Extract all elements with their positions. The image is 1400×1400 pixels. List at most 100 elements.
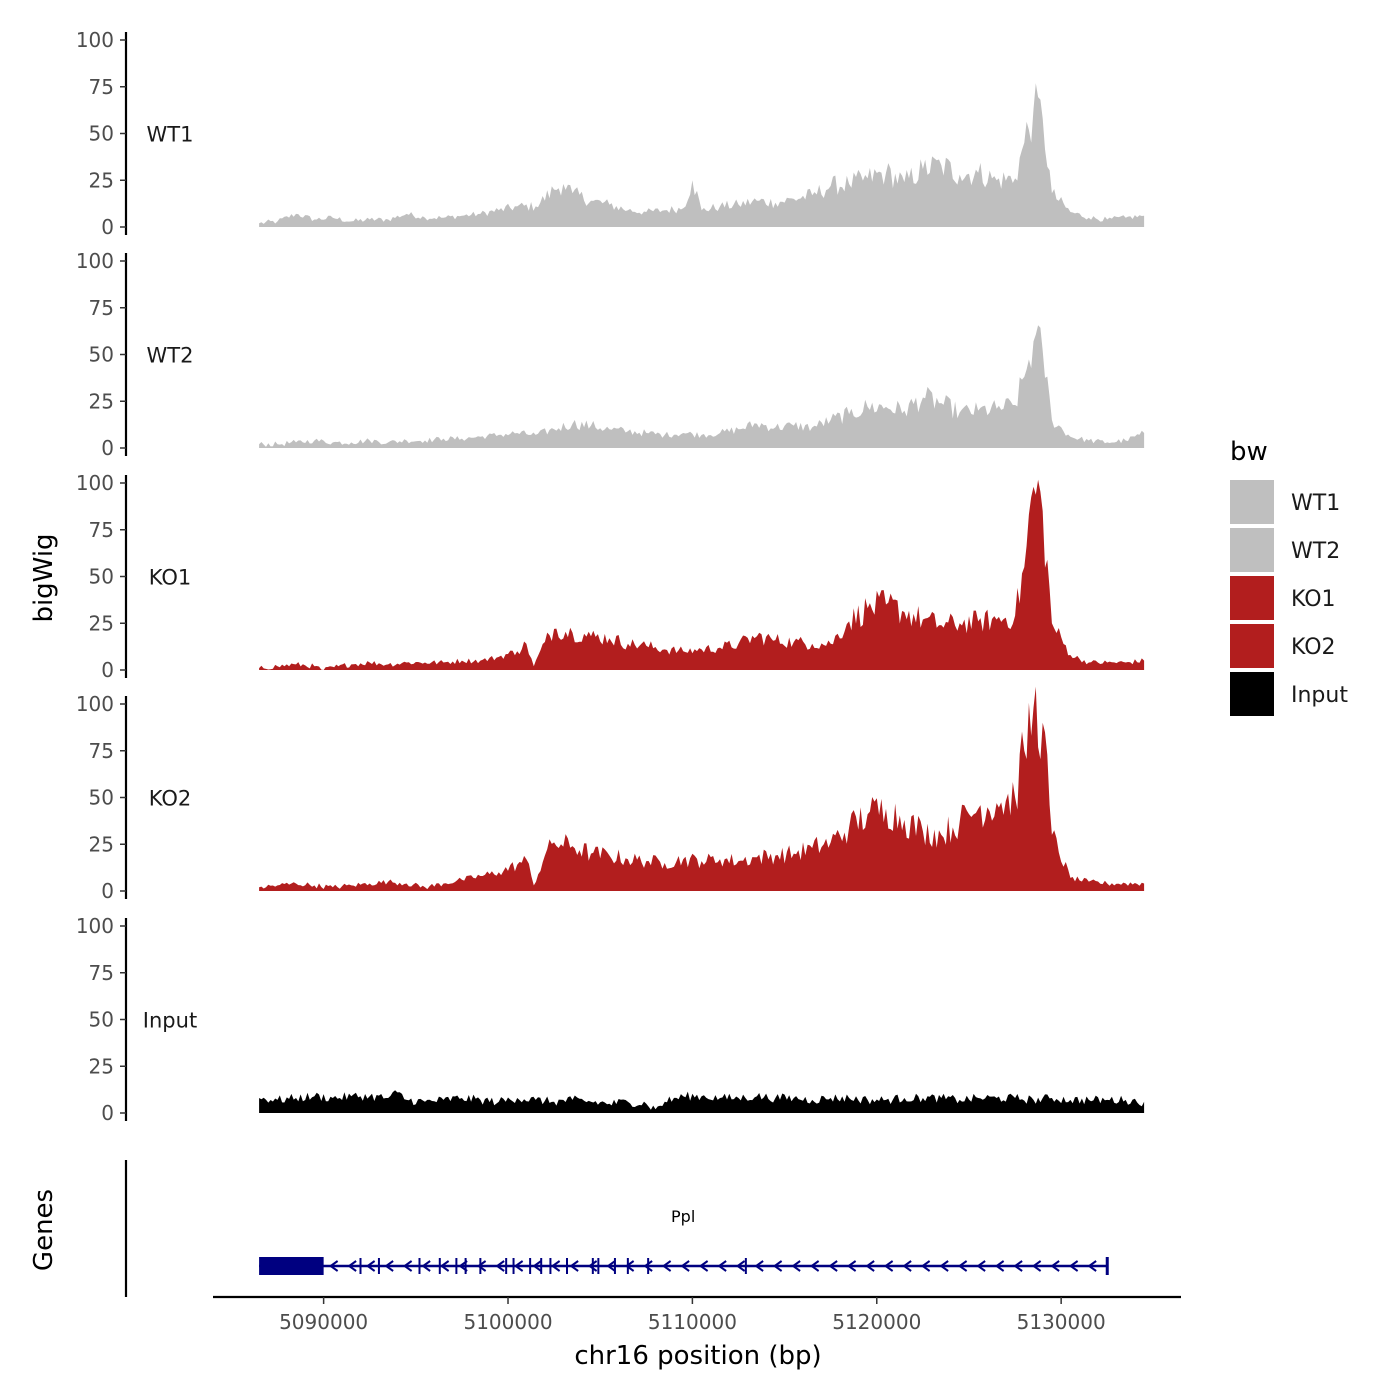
gene-name-label: Ppl <box>671 1207 695 1226</box>
coverage-area-ko2 <box>259 686 1145 891</box>
track-panel-wt2: 0 25 50 75 100 WT2 <box>76 249 1145 460</box>
strand-chevron <box>809 1260 820 1272</box>
strand-chevron <box>957 1260 968 1272</box>
x-tick-label: 5100000 <box>463 1310 552 1334</box>
y-tick-label: 25 <box>89 611 114 635</box>
y-tick-label: 0 <box>101 658 114 682</box>
coverage-area-input <box>259 1090 1145 1113</box>
legend-key-ko1 <box>1230 576 1274 620</box>
y-tick-label: 100 <box>76 249 114 273</box>
y-tick-label: 50 <box>89 122 114 146</box>
strand-chevron <box>1087 1260 1097 1272</box>
y-tick-label: 50 <box>89 1008 114 1032</box>
strand-chevron <box>902 1260 912 1272</box>
strand-chevron <box>920 1260 931 1272</box>
legend-label: WT2 <box>1291 539 1340 564</box>
gene-utr-exon <box>259 1257 324 1275</box>
strand-chevron <box>495 1260 505 1272</box>
track-panel-input: 0 25 50 75 100 Input <box>76 914 1145 1125</box>
y-tick-label: 0 <box>101 1101 114 1125</box>
x-tick-label: 5120000 <box>832 1310 921 1334</box>
strand-chevron <box>606 1260 616 1272</box>
strand-chevron <box>643 1260 653 1272</box>
legend-key-input <box>1230 672 1274 716</box>
strand-chevron <box>698 1260 709 1272</box>
y-tick-label: 25 <box>89 832 114 856</box>
y-tick-label: 75 <box>89 739 114 763</box>
y-tick-label: 50 <box>89 343 114 367</box>
legend-label: Input <box>1291 683 1348 708</box>
signal-tracks: 0 25 50 75 100 WT1 0 25 50 75 100 WT2 0 25 50 75 100 KO1 0… <box>76 28 1145 1125</box>
y-tick-label: 100 <box>76 28 114 52</box>
y-tick-label: 100 <box>76 471 114 495</box>
strand-chevron <box>1013 1260 1023 1272</box>
y-tick-label: 25 <box>89 389 114 413</box>
strand-chevron <box>680 1260 690 1272</box>
x-tick-label: 5090000 <box>279 1310 368 1334</box>
strand-chevron <box>569 1260 579 1272</box>
y-tick-label: 75 <box>89 75 114 99</box>
strand-chevron <box>939 1260 949 1272</box>
strand-chevron <box>347 1260 357 1272</box>
y-tick-label: 0 <box>101 879 114 903</box>
strand-chevron <box>828 1260 838 1272</box>
strand-chevron <box>735 1260 746 1272</box>
track-label: KO1 <box>149 566 192 590</box>
legend-title: bw <box>1230 437 1268 467</box>
strand-chevron <box>550 1260 561 1272</box>
x-axis: 5090000 5100000 5110000 5120000 5130000 <box>213 1295 1181 1334</box>
y-tick-label: 0 <box>101 215 114 239</box>
y-tick-label: 100 <box>76 914 114 938</box>
y-tick-label: 75 <box>89 961 114 985</box>
strand-chevron <box>883 1260 894 1272</box>
y-tick-label: 25 <box>89 168 114 192</box>
coverage-area-ko1 <box>259 479 1145 670</box>
coverage-area-wt1 <box>259 83 1145 227</box>
coverage-area-wt2 <box>259 325 1145 448</box>
strand-chevron <box>772 1260 783 1272</box>
genes-axis-title: Genes <box>29 1189 59 1271</box>
y-tick-label: 50 <box>89 565 114 589</box>
strand-chevron <box>1050 1260 1060 1272</box>
track-panel-ko1: 0 25 50 75 100 KO1 <box>76 471 1145 682</box>
track-panel-ko2: 0 25 50 75 100 KO2 <box>76 686 1145 903</box>
strand-chevron <box>754 1260 764 1272</box>
x-tick-label: 5130000 <box>1017 1310 1106 1334</box>
track-label: KO2 <box>149 787 192 811</box>
strand-chevron <box>791 1260 801 1272</box>
strand-chevron <box>994 1260 1005 1272</box>
track-label: WT1 <box>147 123 194 147</box>
strand-chevron <box>624 1260 635 1272</box>
y-tick-label: 50 <box>89 786 114 810</box>
y-axis-title: bigWig <box>29 533 59 622</box>
strand-chevron <box>587 1260 598 1272</box>
strand-chevron <box>717 1260 727 1272</box>
legend-label: WT1 <box>1291 491 1340 516</box>
legend-key-ko2 <box>1230 624 1274 668</box>
strand-chevron <box>1031 1260 1042 1272</box>
legend-key-wt1 <box>1230 480 1274 524</box>
y-tick-label: 0 <box>101 436 114 460</box>
y-tick-label: 100 <box>76 692 114 716</box>
strand-chevron <box>421 1260 431 1272</box>
legend: bw WT1 WT2 KO1 KO2 Input <box>1230 437 1348 716</box>
track-panel-wt1: 0 25 50 75 100 WT1 <box>76 28 1145 239</box>
legend-key-wt2 <box>1230 528 1274 572</box>
strand-chevron <box>1068 1260 1079 1272</box>
track-label: WT2 <box>147 344 194 368</box>
strand-chevron <box>865 1260 875 1272</box>
legend-label: KO1 <box>1291 587 1336 612</box>
x-tick-label: 5110000 <box>648 1310 737 1334</box>
strand-chevron <box>846 1260 857 1272</box>
strand-chevron <box>402 1260 413 1272</box>
y-tick-label: 75 <box>89 296 114 320</box>
x-axis-title: chr16 position (bp) <box>574 1341 821 1371</box>
strand-chevron <box>976 1260 986 1272</box>
strand-chevron <box>384 1260 394 1272</box>
strand-chevron <box>661 1260 672 1272</box>
track-label: Input <box>143 1009 197 1033</box>
strand-chevron <box>365 1260 376 1272</box>
strand-chevron <box>328 1260 339 1272</box>
gene-track: Ppl <box>124 1160 1109 1297</box>
